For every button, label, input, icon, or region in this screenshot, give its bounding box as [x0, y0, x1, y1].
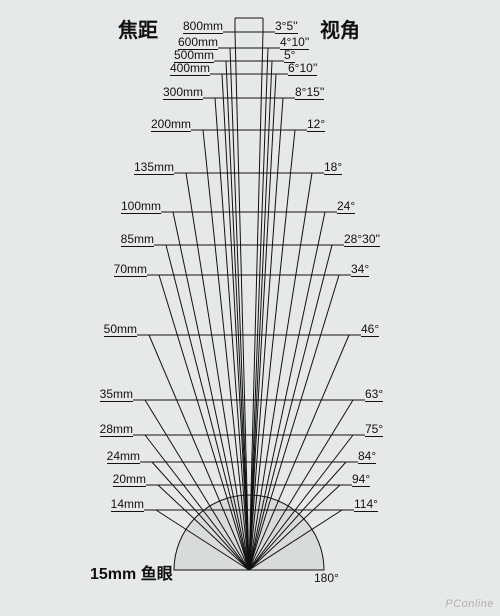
angle-label: 12° — [307, 118, 325, 132]
angle-label: 63° — [365, 388, 383, 402]
focal-label: 100mm — [121, 200, 161, 214]
title-focal-length: 焦距 — [118, 14, 158, 43]
focal-label: 135mm — [134, 161, 174, 175]
focal-label: 400mm — [170, 62, 210, 76]
watermark: PConline — [445, 598, 494, 610]
angle-label: 24° — [337, 200, 355, 214]
angle-label: 75° — [365, 423, 383, 437]
angle-label: 46° — [361, 323, 379, 337]
fisheye-label: 15mm 鱼眼 — [90, 560, 173, 584]
angle-label: 3°5'' — [275, 20, 298, 34]
focal-label: 200mm — [151, 118, 191, 132]
focal-label: 28mm — [100, 423, 133, 437]
angle-label: 8°15'' — [295, 86, 324, 100]
fan-svg — [0, 0, 500, 616]
focal-label: 85mm — [121, 233, 154, 247]
focal-label: 800mm — [183, 20, 223, 34]
angle-label: 94° — [352, 473, 370, 487]
focal-label: 50mm — [104, 323, 137, 337]
angle-label: 18° — [324, 161, 342, 175]
focal-length-angle-diagram: 焦距 视角 800mm3°5''600mm4°10''500mm5°400mm6… — [0, 0, 500, 616]
focal-label: 20mm — [113, 473, 146, 487]
focal-label: 14mm — [111, 498, 144, 512]
angle-label: 6°10'' — [288, 62, 317, 76]
focal-label: 70mm — [114, 263, 147, 277]
focal-label: 35mm — [100, 388, 133, 402]
angle-label: 114° — [354, 498, 378, 512]
angle-label: 84° — [358, 450, 376, 464]
focal-label: 300mm — [163, 86, 203, 100]
angle-label-180: 180° — [314, 572, 339, 585]
angle-label: 34° — [351, 263, 369, 277]
focal-label: 24mm — [107, 450, 140, 464]
angle-label: 28°30'' — [344, 233, 380, 247]
title-angle-of-view: 视角 — [320, 14, 360, 43]
